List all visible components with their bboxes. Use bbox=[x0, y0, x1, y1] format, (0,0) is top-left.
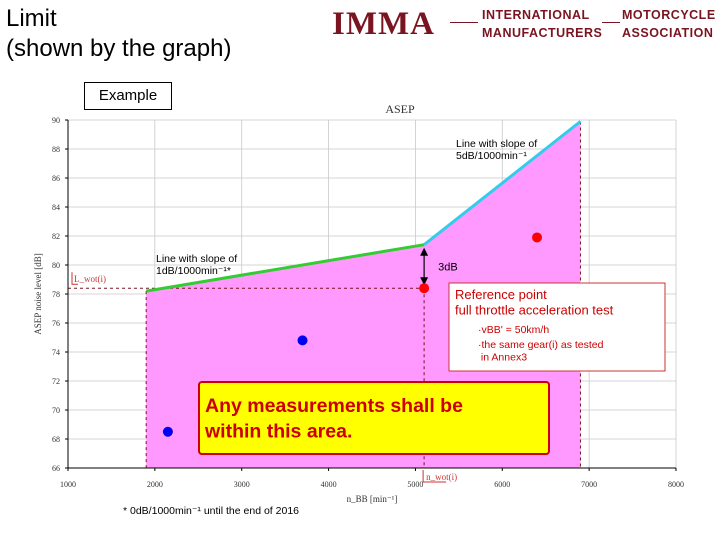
y-tick-label: 78 bbox=[52, 290, 60, 299]
measurement-point-3 bbox=[162, 426, 173, 437]
chart-title: ASEP bbox=[385, 102, 415, 116]
x-tick-label: 7000 bbox=[581, 480, 597, 489]
x-axis-label: n_BB [min⁻¹] bbox=[347, 494, 398, 504]
imma-logo: IMMA INTERNATIONAL MANUFACTURERS MOTORCY… bbox=[332, 6, 716, 42]
y-tick-label: 86 bbox=[52, 174, 60, 183]
axis-layer: 66 68 70 72 74 76 78 80 82 84 86 88 90 1000 2000 3000 40… bbox=[33, 102, 684, 504]
callout-text: Any measurements shall be within this are… bbox=[204, 395, 463, 442]
y-tick-label: 68 bbox=[52, 435, 60, 444]
nwot-bracket bbox=[422, 470, 447, 483]
y-tick-label: 74 bbox=[52, 348, 60, 357]
y-tick-label: 66 bbox=[52, 464, 60, 473]
x-tick-label: 2000 bbox=[147, 480, 163, 489]
y-tick-label: 72 bbox=[52, 377, 60, 386]
logo-mark: IMMA bbox=[332, 6, 435, 42]
lwot-bracket bbox=[71, 272, 78, 285]
footnote: * 0dB/1000min⁻¹ until the end of 2016 bbox=[123, 505, 299, 517]
logo-text-motorcycle: MOTORCYCLE bbox=[622, 8, 716, 22]
measurement-point-1 bbox=[532, 232, 543, 243]
reference-box-title: Reference point full throttle acceleratio… bbox=[455, 287, 614, 318]
offset-arrowhead-up bbox=[420, 247, 429, 256]
y-tick-label: 84 bbox=[52, 203, 60, 212]
x-tick-label: 8000 bbox=[668, 480, 684, 489]
x-tick-label: 4000 bbox=[321, 480, 337, 489]
marks-layer bbox=[145, 120, 582, 437]
slope-label-1: Line with slope of 1dB/1000min⁻¹* bbox=[156, 253, 237, 277]
y-tick-label: 82 bbox=[52, 232, 60, 241]
offset-label: 3dB bbox=[438, 261, 458, 273]
logo-rule bbox=[450, 22, 478, 23]
reference-note-2: ·the same gear(i) as tested in Annex3 bbox=[478, 339, 604, 364]
x-tick-label: 6000 bbox=[494, 480, 510, 489]
x-tick-label: 1000 bbox=[60, 480, 76, 489]
logo-text-international: INTERNATIONAL bbox=[482, 8, 590, 22]
y-tick-label: 90 bbox=[52, 116, 60, 125]
nwot-label: n_wot(i) bbox=[426, 472, 457, 482]
y-tick-label: 88 bbox=[52, 145, 60, 154]
y-tick-label: 76 bbox=[52, 319, 60, 328]
page-title: Limit (shown by the graph) bbox=[6, 5, 232, 62]
logo-text-manufacturers: MANUFACTURERS bbox=[482, 26, 603, 40]
limit-line-2 bbox=[423, 120, 582, 246]
lwot-label: L_wot(i) bbox=[74, 274, 106, 284]
reference-point bbox=[419, 283, 430, 294]
callout-box bbox=[198, 381, 550, 455]
logo-rule bbox=[602, 22, 620, 23]
x-tick-label: 3000 bbox=[234, 480, 250, 489]
slope-label-2: Line with slope of 5dB/1000min⁻¹ bbox=[456, 138, 537, 162]
reference-box bbox=[448, 282, 666, 372]
y-tick-label: 70 bbox=[52, 406, 60, 415]
x-tick-label: 5000 bbox=[407, 480, 423, 489]
measurement-point-2 bbox=[297, 335, 308, 346]
limit-line-1 bbox=[145, 243, 425, 293]
annotation-layer: 3dB L_wot(i) n_wot(i) Line with slope of 1dB… bbox=[71, 138, 666, 517]
y-tick-label: 80 bbox=[52, 261, 60, 270]
logo-text-association: ASSOCIATION bbox=[622, 26, 714, 40]
offset-arrowhead-down bbox=[420, 277, 429, 286]
example-label: Example bbox=[84, 82, 172, 110]
y-axis-label: ASEP noise level [dB] bbox=[33, 253, 43, 334]
reference-note-1: ·vBB' = 50km/h bbox=[478, 324, 549, 336]
